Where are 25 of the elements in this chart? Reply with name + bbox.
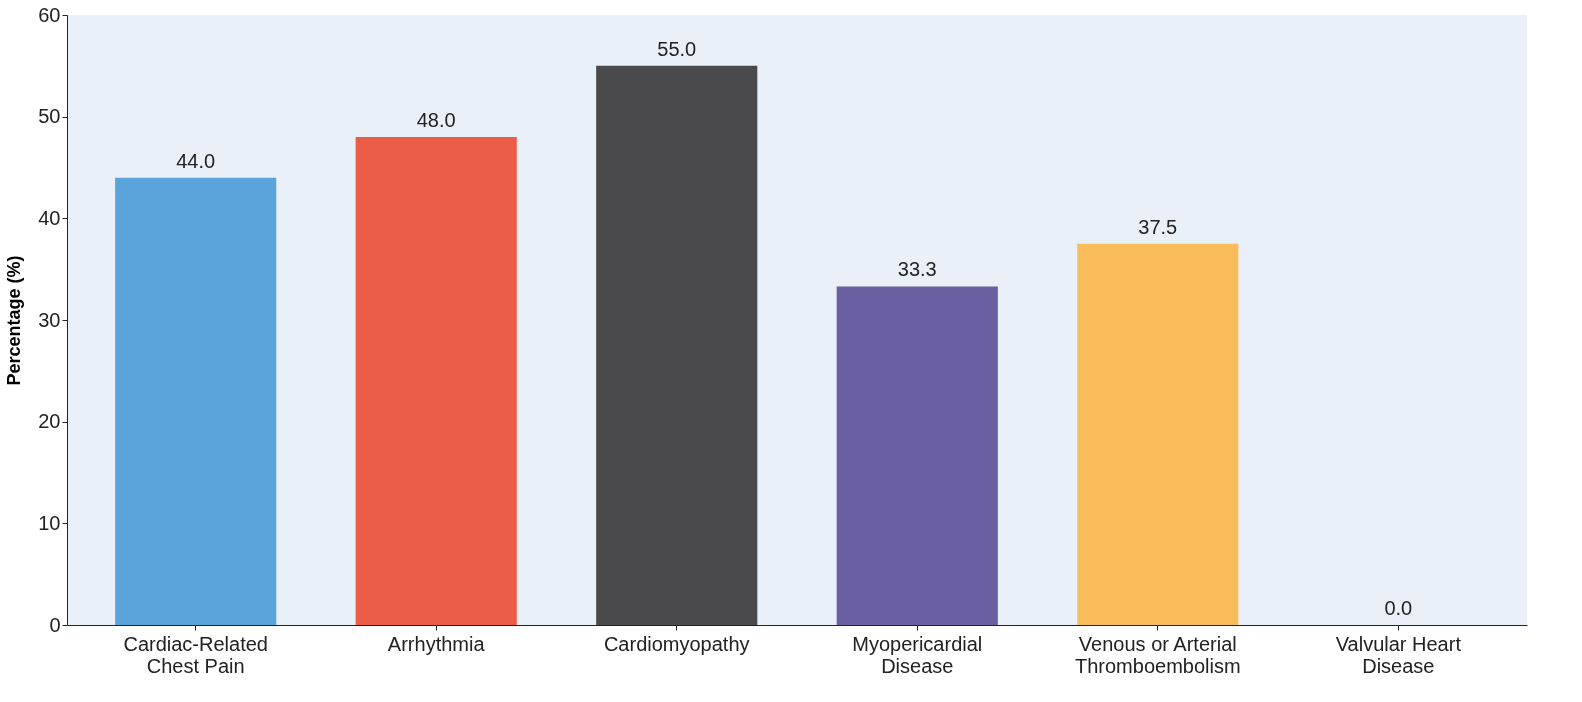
data-label: 44.0 [176, 149, 216, 172]
bar [836, 286, 998, 625]
y-tick-label: 20 [38, 410, 61, 433]
data-label: 0.0 [1384, 597, 1413, 619]
bar [1077, 243, 1239, 625]
x-tick-label: Cardiac-Related Chest Pain [123, 632, 268, 677]
y-tick-label: 50 [38, 105, 61, 128]
y-tick-label: 60 [38, 3, 61, 26]
data-label: 37.5 [1138, 215, 1178, 238]
x-tick-label: Myopericardial Disease [852, 632, 983, 677]
bar [596, 65, 758, 625]
x-tick-label: Cardiomyopathy [603, 632, 750, 655]
bar [115, 177, 277, 625]
y-tick-label: 0 [49, 613, 61, 636]
bar [355, 137, 517, 625]
y-axis-title: Percentage (%) [4, 255, 25, 386]
data-label: 48.0 [416, 109, 456, 131]
data-label: 55.0 [657, 37, 697, 60]
y-tick-label: 30 [38, 308, 61, 331]
x-tick-label: Valvular Heart Disease [1335, 632, 1462, 677]
y-tick-label: 10 [38, 511, 61, 534]
data-label: 33.3 [897, 258, 937, 281]
x-tick-label: Venous or Arterial Thromboembolism [1074, 632, 1241, 677]
x-tick-label: Arrhythmia [387, 632, 486, 655]
y-tick-label: 40 [38, 206, 61, 229]
